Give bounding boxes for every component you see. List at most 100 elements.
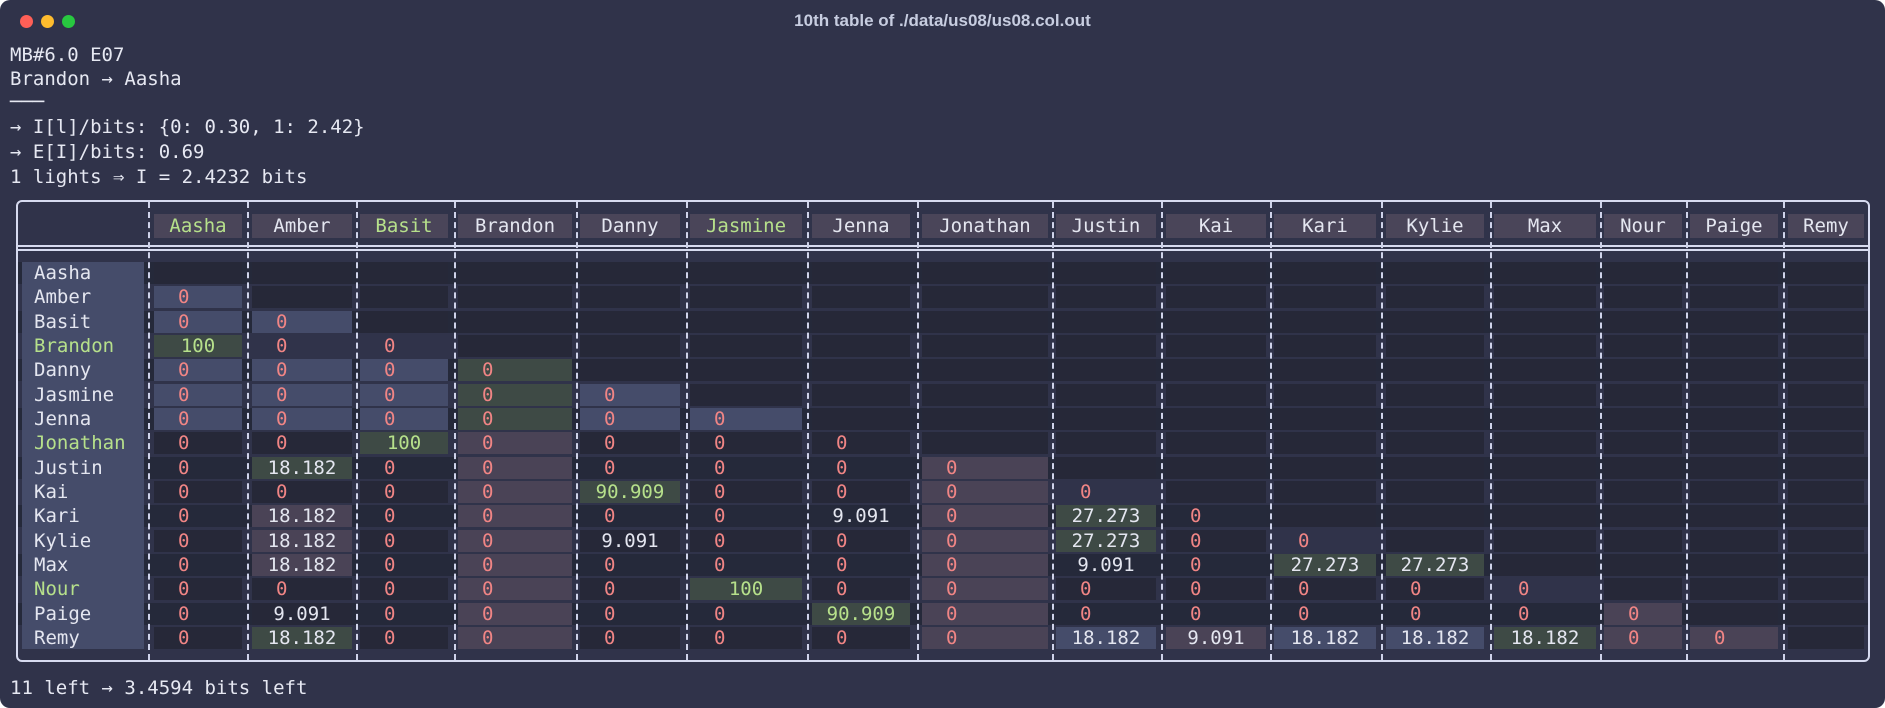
table-cell: 0 — [458, 553, 572, 576]
table-cell: 0 — [714, 553, 726, 576]
table-cell: 0 — [922, 553, 1048, 576]
table-cell: 0 — [360, 480, 448, 503]
row-label: Amber — [34, 286, 92, 309]
column-header: Justin — [1056, 214, 1156, 238]
column-header: Aasha — [154, 214, 242, 238]
column-divider — [1052, 202, 1054, 660]
column-header: Nour — [1604, 214, 1682, 238]
table-cell: 0 — [458, 626, 572, 649]
empty-cell — [458, 286, 572, 309]
column-header: Paige — [1690, 214, 1778, 238]
table-cell: 0 — [360, 359, 448, 382]
empty-cell — [1788, 626, 1864, 649]
empty-cell — [922, 286, 1048, 309]
table-cell: 0 — [384, 456, 396, 479]
table-cell: 0 — [458, 578, 572, 601]
table-cell: 27.273 — [1056, 505, 1156, 528]
empty-cell — [812, 383, 910, 406]
empty-cell — [1274, 383, 1376, 406]
empty-cell — [1166, 407, 1266, 430]
header-line: ─── — [10, 91, 45, 113]
empty-cell — [1788, 456, 1864, 479]
empty-cell — [1274, 456, 1376, 479]
empty-cell — [458, 262, 572, 284]
empty-cell — [1386, 334, 1484, 357]
table-cell: 0 — [252, 383, 352, 406]
table-cell: 0 — [1056, 578, 1156, 601]
table-cell: 18.182 — [1386, 626, 1484, 649]
table-cell: 0 — [458, 359, 572, 382]
empty-cell — [1494, 383, 1596, 406]
minimize-button[interactable] — [41, 15, 54, 28]
table-cell: 0 — [360, 383, 448, 406]
column-header: Jenna — [812, 214, 910, 238]
column-divider — [1600, 202, 1602, 660]
table-cell: 0 — [812, 529, 910, 552]
empty-cell — [1166, 262, 1266, 284]
table-cell: 0 — [1080, 602, 1092, 625]
table-cell: 0 — [1690, 626, 1778, 649]
table-cell: 0 — [154, 359, 242, 382]
row-label: Max — [34, 553, 69, 576]
empty-cell — [1386, 262, 1484, 284]
empty-cell — [1166, 480, 1266, 503]
table-cell: 0 — [836, 456, 848, 479]
empty-cell — [1494, 480, 1596, 503]
table-cell: 0 — [1190, 602, 1202, 625]
header-line: → I[l]/bits: {0: 0.30, 1: 2.42} — [10, 116, 365, 138]
empty-cell — [1604, 480, 1682, 503]
empty-cell — [812, 334, 910, 357]
column-header: Danny — [580, 214, 680, 238]
empty-cell — [1690, 359, 1778, 382]
table-cell: 9.091 — [1077, 553, 1135, 576]
header-divider — [18, 249, 1868, 251]
row-label: Danny — [34, 359, 92, 382]
table-cell: 0 — [252, 578, 352, 601]
empty-cell — [1604, 262, 1682, 284]
empty-cell — [1494, 334, 1596, 357]
empty-cell — [1494, 310, 1596, 333]
maximize-button[interactable] — [62, 15, 75, 28]
table-cell: 27.273 — [1274, 553, 1376, 576]
header-line: 1 lights ⇒ I = 2.4232 bits — [10, 166, 308, 188]
table-cell: 27.273 — [1056, 529, 1156, 552]
empty-cell — [690, 359, 802, 382]
close-button[interactable] — [20, 15, 33, 28]
table-cell: 0 — [154, 529, 242, 552]
empty-cell — [1604, 359, 1682, 382]
table-cell: 0 — [714, 456, 726, 479]
empty-cell — [1386, 359, 1484, 382]
column-divider — [356, 202, 358, 660]
column-header: Remy — [1788, 214, 1864, 238]
empty-cell — [1274, 334, 1376, 357]
table-cell: 0 — [922, 626, 1048, 649]
table-cell: 18.182 — [252, 553, 352, 576]
header-line: Brandon → Aasha — [10, 68, 182, 90]
empty-cell — [1604, 578, 1682, 601]
empty-cell — [1690, 310, 1778, 333]
table-cell: 9.091 — [580, 529, 680, 552]
table-cell: 18.182 — [252, 529, 352, 552]
empty-cell — [1166, 286, 1266, 309]
table-cell: 90.909 — [812, 602, 910, 625]
empty-cell — [1386, 456, 1484, 479]
table-cell: 0 — [178, 602, 190, 625]
table-cell: 0 — [922, 578, 1048, 601]
empty-cell — [1690, 383, 1778, 406]
empty-cell — [1604, 334, 1682, 357]
empty-cell — [1274, 407, 1376, 430]
table-cell: 0 — [922, 456, 1048, 479]
table-cell: 0 — [252, 432, 352, 455]
table-cell: 100 — [154, 334, 242, 357]
empty-cell — [1494, 505, 1596, 528]
empty-cell — [1056, 310, 1156, 333]
empty-cell — [1690, 334, 1778, 357]
table-cell: 0 — [580, 407, 680, 430]
table-cell: 0 — [812, 480, 910, 503]
empty-cell — [1604, 456, 1682, 479]
table-cell: 0 — [604, 456, 616, 479]
table-cell: 0 — [1604, 602, 1682, 625]
empty-cell — [1788, 578, 1864, 601]
table-cell: 0 — [154, 626, 242, 649]
empty-cell — [922, 432, 1048, 455]
